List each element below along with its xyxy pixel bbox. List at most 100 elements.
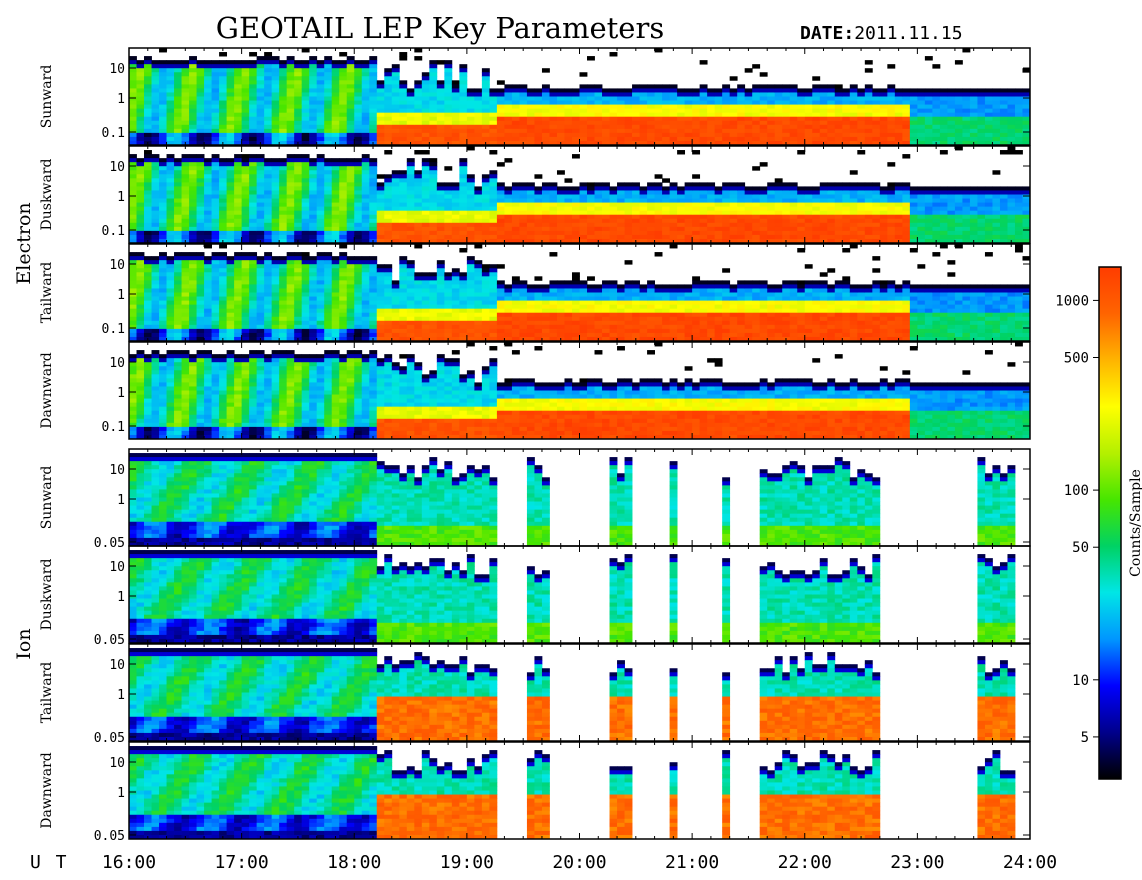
heat-cell <box>294 316 303 322</box>
heat-cell <box>1014 100 1023 105</box>
heat-cell <box>399 332 408 338</box>
heat-cell <box>294 260 303 265</box>
heat-cell <box>662 214 670 220</box>
heat-cell <box>136 284 145 289</box>
heat-cell <box>369 128 378 134</box>
heat-cell <box>647 210 655 216</box>
heat-cell <box>1022 96 1030 101</box>
heat-cell <box>264 186 273 191</box>
heat-cell <box>917 120 926 126</box>
heat-cell <box>737 112 746 118</box>
heat-cell <box>324 300 333 306</box>
heat-cell <box>609 120 618 126</box>
heat-cell <box>181 198 190 203</box>
heat-cell <box>166 132 175 138</box>
heat-cell <box>354 276 363 281</box>
heat-cell <box>677 128 686 134</box>
heat-cell <box>962 222 971 228</box>
heat-cell <box>226 198 235 203</box>
heat-cell <box>309 116 318 122</box>
heat-cell <box>249 108 258 114</box>
heat-cell <box>617 198 625 203</box>
heat-cell <box>249 202 258 208</box>
heat-cell <box>144 132 152 138</box>
heat-cell <box>391 64 400 69</box>
heat-cell <box>234 218 243 224</box>
heat-cell <box>421 320 430 326</box>
heat-cell <box>1014 238 1023 244</box>
heat-cell <box>864 234 873 240</box>
heat-cell <box>406 92 415 97</box>
heat-cell <box>617 218 625 224</box>
heat-cell <box>587 218 595 224</box>
heat-cell <box>219 256 228 261</box>
heat-cell <box>361 194 370 199</box>
heat-cell <box>556 132 565 138</box>
heat-cell <box>444 64 453 69</box>
heat-cell <box>872 234 881 240</box>
heat-cell <box>369 324 378 330</box>
heat-cell <box>564 206 573 212</box>
heat-cell <box>954 226 963 232</box>
heat-cell <box>954 206 963 212</box>
heat-cell <box>782 124 791 130</box>
heat-cell <box>714 136 723 142</box>
heat-cell <box>196 230 205 236</box>
heat-cell <box>204 186 212 191</box>
heat-cell <box>647 234 655 240</box>
heat-cell <box>466 210 475 216</box>
heat-cell <box>917 100 926 105</box>
heat-cell <box>571 234 580 240</box>
heat-cell <box>271 214 280 220</box>
heat-cell <box>264 296 273 301</box>
heat-cell <box>189 206 197 212</box>
heat-cell <box>309 56 318 61</box>
heat-cell <box>924 214 933 220</box>
heat-cell <box>947 186 956 191</box>
heat-cell <box>219 72 228 77</box>
heat-cell <box>279 328 288 334</box>
heat-cell <box>759 194 768 199</box>
heat-cell <box>789 96 798 101</box>
heat-cell <box>399 178 408 183</box>
heat-cell <box>496 218 505 224</box>
heat-cell <box>376 324 385 330</box>
heat-cell <box>924 218 933 224</box>
heat-cell <box>159 268 167 273</box>
heat-cell <box>376 174 385 179</box>
heat-cell <box>617 214 625 220</box>
heat-cell <box>954 108 963 114</box>
heat-cell <box>662 198 670 203</box>
heat-cell <box>256 308 265 314</box>
heat-cell <box>466 214 475 220</box>
heat-cell <box>459 120 468 126</box>
heat-cell <box>264 202 273 208</box>
heat-cell <box>909 230 918 236</box>
heat-cell <box>159 158 167 163</box>
heat-cell <box>354 312 363 318</box>
heat-cell <box>707 190 716 195</box>
heat-cell <box>339 238 348 244</box>
heat-cell <box>174 128 182 134</box>
heat-cell <box>444 292 453 297</box>
heat-cell <box>849 170 858 175</box>
heat-cell <box>309 100 318 105</box>
heat-cell <box>354 178 363 183</box>
heat-cell <box>301 108 310 114</box>
heat-cell <box>196 96 205 101</box>
heat-cell <box>196 218 205 224</box>
heat-cell <box>429 60 438 65</box>
heat-cell <box>316 186 325 191</box>
heat-cell <box>624 88 633 93</box>
heat-cell <box>429 276 438 281</box>
heat-cell <box>391 234 400 240</box>
heat-cell <box>406 206 415 212</box>
heat-cell <box>211 284 220 289</box>
heat-cell <box>489 112 498 118</box>
heat-cell <box>384 92 393 97</box>
heat-cell <box>129 214 137 220</box>
heat-cell <box>384 324 393 330</box>
heat-cell <box>181 162 190 167</box>
heat-cell <box>159 276 167 281</box>
heat-cell <box>887 234 896 240</box>
